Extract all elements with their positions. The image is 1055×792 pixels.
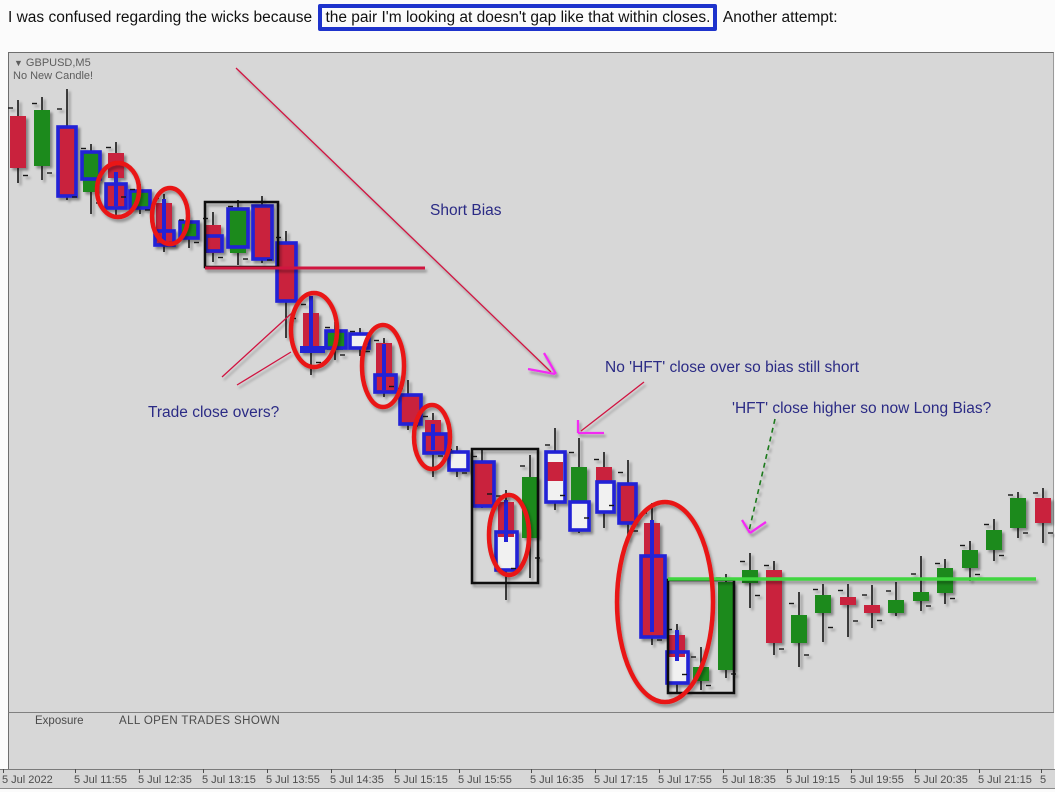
- chevron-down-icon[interactable]: ▼: [14, 58, 23, 68]
- symbol-row[interactable]: ▼ GBPUSD,M5: [14, 57, 91, 69]
- axis-label: 5 Jul 12:35: [138, 774, 192, 786]
- exposure-panel: [8, 727, 1054, 769]
- axis-label: 5 Jul 17:15: [594, 774, 648, 786]
- time-axis[interactable]: 5 Jul 2022 5 Jul 11:55 5 Jul 12:35 5 Jul 13…: [0, 769, 1055, 789]
- axis-label: 5 Jul 13:15: [202, 774, 256, 786]
- axis-label: 5 Jul 2022: [2, 774, 53, 786]
- sentence-after: Another attempt:: [719, 9, 838, 26]
- top-sentence: I was confused regarding the wicks becau…: [8, 4, 838, 31]
- chart-annotation-text: Short Bias: [430, 202, 502, 219]
- top-text-strip: I was confused regarding the wicks becau…: [0, 0, 1055, 52]
- symbol-label: GBPUSD,M5: [25, 57, 91, 69]
- axis-label: 5 Jul 17:55: [658, 774, 712, 786]
- axis-label: 5: [1040, 774, 1047, 786]
- axis-label: 5 Jul 21:15: [978, 774, 1032, 786]
- axis-tick: [395, 769, 396, 773]
- axis-tick: [1041, 769, 1042, 773]
- axis-tick: [3, 769, 4, 773]
- axis-label: 5 Jul 19:55: [850, 774, 904, 786]
- chart-annotation-text: 'HFT' close higher so now Long Bias?: [732, 400, 992, 417]
- axis-tick: [723, 769, 724, 773]
- axis-tick: [267, 769, 268, 773]
- axis-tick: [787, 769, 788, 773]
- trades-shown-label: ALL OPEN TRADES SHOWN: [119, 715, 281, 727]
- highlight-box: the pair I'm looking at doesn't gap like…: [318, 4, 718, 31]
- axis-tick: [979, 769, 980, 773]
- axis-tick: [915, 769, 916, 773]
- axis-tick: [203, 769, 204, 773]
- exposure-bar: Exposure ALL OPEN TRADES SHOWN: [8, 712, 1054, 727]
- axis-tick: [659, 769, 660, 773]
- status-label: No New Candle!: [13, 70, 94, 82]
- axis-label: 5 Jul 19:15: [786, 774, 840, 786]
- exposure-tab-label[interactable]: Exposure: [35, 715, 84, 727]
- axis-label: 5 Jul 20:35: [914, 774, 968, 786]
- axis-tick: [851, 769, 852, 773]
- axis-label: 5 Jul 15:55: [458, 774, 512, 786]
- axis-label: 5 Jul 11:55: [74, 774, 128, 786]
- chart-annotation-text: Trade close overs?: [148, 404, 280, 421]
- axis-tick: [75, 769, 76, 773]
- chart-window: ▼ GBPUSD,M5 No New Candle!: [8, 52, 1054, 712]
- sentence-before: I was confused regarding the wicks becau…: [8, 9, 317, 26]
- axis-tick: [331, 769, 332, 773]
- axis-label: 5 Jul 15:15: [394, 774, 448, 786]
- axis-tick: [139, 769, 140, 773]
- chart-annotation-text: No 'HFT' close over so bias still short: [605, 359, 859, 376]
- axis-label: 5 Jul 18:35: [722, 774, 776, 786]
- axis-tick: [595, 769, 596, 773]
- axis-tick: [459, 769, 460, 773]
- axis-tick: [531, 769, 532, 773]
- axis-label: 5 Jul 16:35: [530, 774, 584, 786]
- axis-label: 5 Jul 14:35: [330, 774, 384, 786]
- axis-label: 5 Jul 13:55: [266, 774, 320, 786]
- sentence-boxed: the pair I'm looking at doesn't gap like…: [325, 9, 711, 26]
